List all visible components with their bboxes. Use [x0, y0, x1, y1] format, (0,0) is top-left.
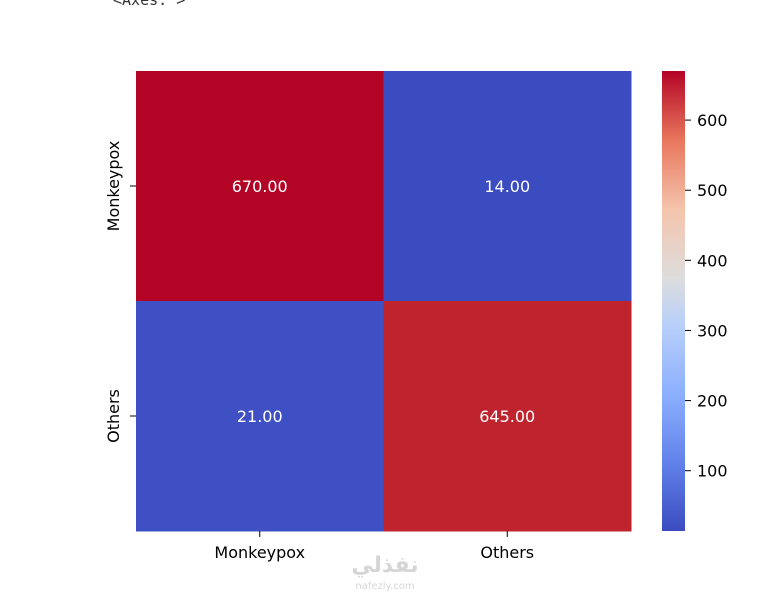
- cell-value-label: 14.00: [484, 177, 530, 196]
- colorbar-tick-label: 400: [697, 251, 728, 270]
- cell-value-label: 645.00: [479, 407, 535, 426]
- colorbar-tick-label: 300: [697, 321, 728, 340]
- colorbar-tick-label: 600: [697, 111, 728, 130]
- y-tick-label: Monkeypox: [104, 141, 123, 232]
- cell-value-label: 670.00: [232, 177, 288, 196]
- heatmap-cell: [136, 71, 384, 302]
- x-tick-label: Monkeypox: [214, 543, 305, 562]
- colorbar: [662, 71, 685, 531]
- colorbar-tick-label: 100: [697, 462, 728, 481]
- axes-output-text: <Axes: >: [113, 0, 186, 9]
- heatmap-cell: [383, 301, 632, 532]
- cell-value-label: 21.00: [237, 407, 283, 426]
- heatmap-cell: [136, 301, 384, 532]
- heatmap-cell: [383, 71, 632, 302]
- colorbar-tick-label: 200: [697, 392, 728, 411]
- y-tick-label: Others: [104, 389, 123, 443]
- x-tick-label: Others: [480, 543, 534, 562]
- colorbar-tick-label: 500: [697, 181, 728, 200]
